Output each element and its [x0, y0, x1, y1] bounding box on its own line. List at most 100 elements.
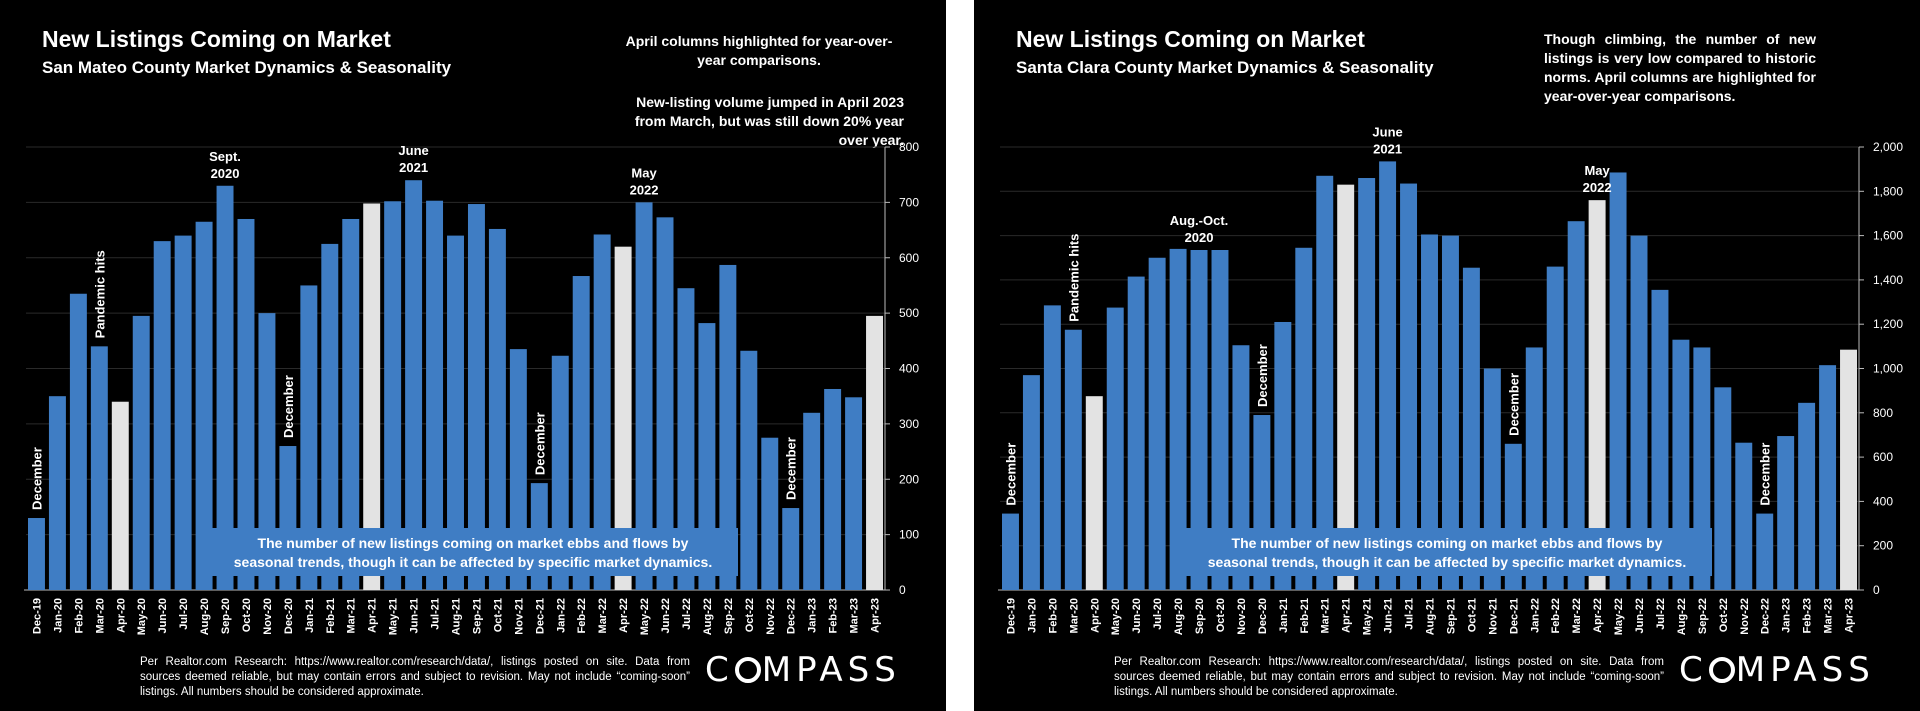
x-tick-label: Jan-23 — [807, 598, 819, 633]
y-tick-label: 800 — [1873, 406, 1893, 420]
bar-annotation: Sept. 2020 — [209, 149, 241, 181]
chart-title: New Listings Coming on Market — [42, 26, 391, 52]
bar — [342, 218, 360, 591]
bar-annotation: Aug.-Oct. 2020 — [1170, 213, 1229, 245]
bar — [1546, 266, 1564, 590]
chart-subtitle: San Mateo County Market Dynamics & Seaso… — [42, 58, 452, 77]
bar — [1462, 267, 1480, 590]
bar — [698, 323, 716, 590]
bar — [803, 412, 821, 590]
x-tick-label: Apr-22 — [1592, 598, 1604, 633]
callout-text: The number of new listings coming on mar… — [258, 535, 689, 551]
bar — [1819, 365, 1837, 590]
y-tick-label: 800 — [899, 140, 919, 154]
compass-logo: C MPASS — [1679, 650, 1875, 690]
bar — [69, 293, 87, 590]
x-tick-label: Mar-23 — [849, 598, 861, 633]
chart-panel-santa-clara: New Listings Coming on Market Santa Clar… — [974, 0, 1920, 711]
compass-logo: C MPASS — [705, 650, 901, 690]
note-highlight: April columns highlighted for year-over-… — [625, 33, 893, 68]
bar — [1295, 247, 1313, 590]
bar — [719, 264, 737, 590]
bar — [761, 437, 779, 590]
bar — [677, 288, 695, 590]
x-tick-label: Jan-22 — [1529, 598, 1541, 633]
x-tick-label: Nov-20 — [1236, 598, 1248, 635]
bar — [656, 217, 674, 591]
bar-annotation: May 2022 — [1583, 163, 1612, 195]
bar — [635, 202, 653, 590]
x-tick-label: Sep-22 — [1697, 598, 1709, 634]
bar — [1190, 249, 1208, 590]
x-tick-label: Dec-21 — [1508, 598, 1520, 634]
x-tick-label: Dec-19 — [1005, 598, 1017, 634]
x-tick-label: Nov-21 — [1487, 598, 1499, 635]
bar — [300, 285, 318, 590]
bar-highlighted — [866, 315, 883, 590]
y-tick-label: 1,000 — [1873, 362, 1903, 376]
x-tick-label: Apr-22 — [618, 598, 630, 633]
bar-annotation: December — [1003, 443, 1018, 506]
bar-annotation: December — [1255, 344, 1270, 407]
bar — [1106, 307, 1124, 590]
x-tick-label: Feb-20 — [73, 598, 85, 633]
x-tick-label: Feb-21 — [325, 598, 337, 633]
bar — [48, 396, 66, 590]
bar-highlighted — [1337, 184, 1355, 590]
x-tick-label: Feb-22 — [576, 598, 588, 633]
bar — [824, 388, 842, 590]
x-tick-label: Feb-23 — [828, 598, 840, 633]
chart-title: New Listings Coming on Market — [1016, 26, 1365, 52]
y-tick-label: 400 — [1873, 494, 1893, 508]
bar — [1798, 402, 1816, 590]
bar — [845, 397, 863, 590]
bar — [28, 518, 45, 590]
bar — [1127, 276, 1145, 590]
x-tick-label: Aug-22 — [702, 598, 714, 635]
x-tick-label: Nov-20 — [262, 598, 274, 635]
x-tick-label: Mar-21 — [1320, 598, 1332, 633]
source-footnote: Per Realtor.com Research: https://www.re… — [1114, 656, 1664, 698]
bar — [1421, 234, 1438, 590]
bar-chart-santa-clara: 0 200 400 600 800 1,000 1,200 1,400 1,600 1,800 2,… — [998, 124, 1903, 635]
x-tick-label: Jul-22 — [1655, 598, 1667, 630]
x-tick-label: Apr-21 — [367, 598, 379, 633]
x-tick-label: Oct-20 — [241, 598, 253, 632]
y-tick-label: 1,600 — [1873, 229, 1903, 243]
bar — [1043, 305, 1061, 590]
x-tick-label: Jul-21 — [1404, 598, 1416, 630]
bar — [174, 235, 192, 590]
bar — [321, 243, 339, 590]
x-tick-label: May-22 — [639, 598, 651, 635]
bar-highlighted — [614, 246, 632, 591]
bar — [593, 234, 611, 590]
x-tick-label: Aug-21 — [451, 598, 463, 635]
x-tick-label: Aug-21 — [1425, 598, 1437, 635]
bar-annotation: December — [1506, 373, 1521, 436]
callout-text: seasonal trends, though it can be affect… — [1208, 554, 1686, 570]
y-tick-label: 2,000 — [1873, 140, 1903, 154]
bar — [384, 201, 402, 590]
x-tick-label: Feb-20 — [1047, 598, 1059, 633]
x-tick-label: Jan-20 — [52, 598, 64, 633]
y-tick-label: 600 — [899, 251, 919, 265]
x-tick-label: Jan-22 — [555, 598, 567, 633]
callout-text: The number of new listings coming on mar… — [1232, 535, 1663, 551]
x-tick-label: Sep-20 — [220, 598, 232, 634]
x-tick-label: Sep-20 — [1194, 598, 1206, 634]
x-tick-label: May-20 — [1110, 598, 1122, 635]
x-tick-label: Jan-20 — [1026, 598, 1038, 633]
callout-box — [1182, 528, 1712, 576]
y-tick-label: 200 — [899, 472, 919, 486]
bar-annotation: December — [1758, 443, 1773, 506]
x-tick-label: Apr-20 — [1089, 598, 1101, 633]
y-tick-label: 200 — [1873, 539, 1893, 553]
bar — [1400, 183, 1418, 591]
bar-highlighted — [363, 203, 381, 591]
x-tick-label: Aug-20 — [1173, 598, 1185, 635]
bar — [1358, 178, 1376, 590]
note-historic-norms: Though climbing, the number of new listi… — [1544, 31, 1816, 104]
bar — [488, 228, 506, 590]
x-tick-label: Jun-20 — [157, 598, 169, 633]
note-yoy: New-listing volume jumped in April 2023 … — [634, 94, 904, 148]
